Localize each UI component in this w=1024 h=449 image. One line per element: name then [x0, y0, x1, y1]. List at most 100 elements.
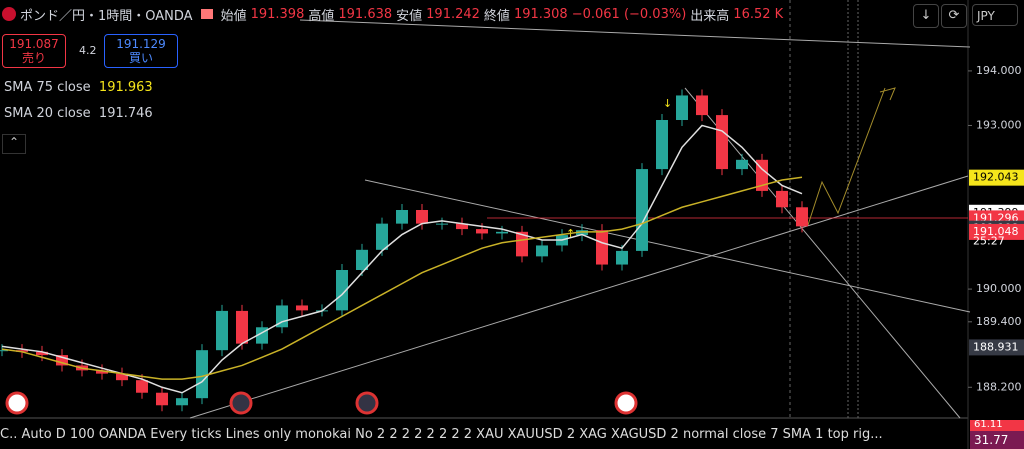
ohlc-label: 高値: [308, 8, 335, 24]
candle: [496, 231, 508, 234]
price-tag-label: 188.931: [973, 340, 1019, 353]
reset-button[interactable]: ⟳: [941, 4, 967, 28]
y-tick-label: 190.000: [976, 282, 1022, 295]
candle: [676, 95, 688, 120]
trend-line: [189, 175, 969, 419]
candle: [736, 159, 748, 170]
price-tag-box: [969, 339, 1024, 356]
candle: [376, 223, 388, 250]
sell-price: 191.087: [9, 37, 59, 51]
price-tag-label: 191.048: [973, 225, 1019, 238]
candle: [176, 398, 188, 406]
indicator-value: 191.963: [98, 80, 153, 95]
candle: [296, 305, 308, 311]
sell-button[interactable]: 191.087 売り: [2, 34, 66, 68]
oscillator-tag: 31.77: [970, 431, 1024, 449]
candle: [456, 223, 468, 230]
ohlc-value: 191.308: [513, 6, 568, 22]
y-tick-label: 194.000: [976, 64, 1022, 77]
scroll-button[interactable]: ↓: [913, 4, 939, 28]
event-icon[interactable]: [614, 391, 638, 415]
buy-price: 191.129: [116, 37, 166, 51]
y-tick-label: 193.000: [976, 118, 1022, 131]
volume-label: 出来高: [690, 8, 730, 24]
candle: [0, 350, 8, 352]
trend-line: [684, 87, 961, 419]
event-icon[interactable]: [5, 391, 29, 415]
ohlc-value: 191.638: [338, 6, 393, 22]
candle: [356, 249, 368, 270]
candle: [436, 223, 448, 225]
indicator-value: 191.746: [98, 106, 153, 121]
candle: [776, 190, 788, 208]
candle: [656, 120, 668, 170]
indicator[interactable]: SMA 75 close 191.963: [4, 80, 153, 95]
candle: [56, 355, 68, 366]
sma-line: [1, 176, 803, 380]
event-icon[interactable]: [229, 391, 253, 415]
candle: [196, 350, 208, 399]
sma-line: [1, 124, 803, 394]
oscillator-tag: 61.11: [970, 420, 1024, 431]
price-tag-box: [969, 169, 1024, 186]
signal-down: ↓: [663, 97, 672, 110]
ohlc-label: 終値: [483, 8, 510, 24]
price-tag-label: 192.043: [973, 171, 1019, 184]
buy-label: 買い: [128, 51, 153, 65]
flag-icon: [2, 7, 16, 21]
currency-button[interactable]: JPY: [972, 4, 1018, 26]
status-icon: [200, 9, 213, 19]
candle: [716, 115, 728, 170]
candle: [416, 210, 428, 224]
symbol[interactable]: ポンド／円・1時間・OANDA: [20, 8, 193, 24]
candle: [336, 270, 348, 311]
price-tag: 192.043: [969, 169, 1024, 186]
ohlc-value: 191.398: [250, 6, 305, 22]
y-tick-label: 189.400: [976, 315, 1022, 328]
ohlc-value: 191.242: [426, 6, 480, 22]
trend-line: [364, 179, 971, 313]
change: −0.061 (−0.03%): [571, 6, 687, 22]
ohlc-label: 安値: [396, 8, 423, 24]
candle: [396, 210, 408, 224]
candle: [536, 245, 548, 257]
candle: [476, 229, 488, 234]
candle: [636, 169, 648, 251]
event-icon[interactable]: [355, 391, 379, 415]
header: ポンド／円・1時間・OANDA 始値 191.398 高値 191.638 安値 19…: [0, 4, 783, 24]
candle: [596, 230, 608, 265]
candle: [16, 350, 28, 352]
sell-label: 売り: [21, 51, 46, 65]
candle: [236, 310, 248, 344]
collapse-button[interactable]: ⌃: [2, 134, 26, 154]
indicator-name: SMA 20 close: [4, 106, 91, 121]
spread: 4.2: [79, 44, 97, 57]
candle: [116, 373, 128, 381]
price-tag: 188.931: [969, 339, 1024, 356]
footer-text: C.. Auto D 100 OANDA Every ticks Lines o…: [0, 427, 883, 442]
buy-button[interactable]: 191.129 買い: [104, 34, 178, 68]
footer: C.. Auto D 100 OANDA Every ticks Lines o…: [0, 420, 968, 449]
candle: [796, 207, 808, 227]
candle: [616, 250, 628, 265]
projection: [807, 87, 886, 226]
candle: [216, 310, 228, 351]
projection-arrow: [879, 87, 896, 101]
trend-line: [299, 19, 971, 48]
candle: [36, 351, 48, 356]
y-tick-label: 188.200: [976, 380, 1022, 393]
candle: [516, 231, 528, 257]
volume: 16.52 K: [733, 6, 784, 22]
candle: [756, 159, 768, 191]
candle: [96, 370, 108, 374]
candle: [156, 392, 168, 406]
price-tag-box: [969, 223, 1024, 240]
candle: [276, 305, 288, 328]
candle: [576, 230, 588, 236]
indicator[interactable]: SMA 20 close 191.746: [4, 106, 153, 121]
candle: [136, 380, 148, 393]
countdown: 25:27: [973, 235, 1005, 248]
ohlc-label: 始値: [220, 8, 247, 24]
